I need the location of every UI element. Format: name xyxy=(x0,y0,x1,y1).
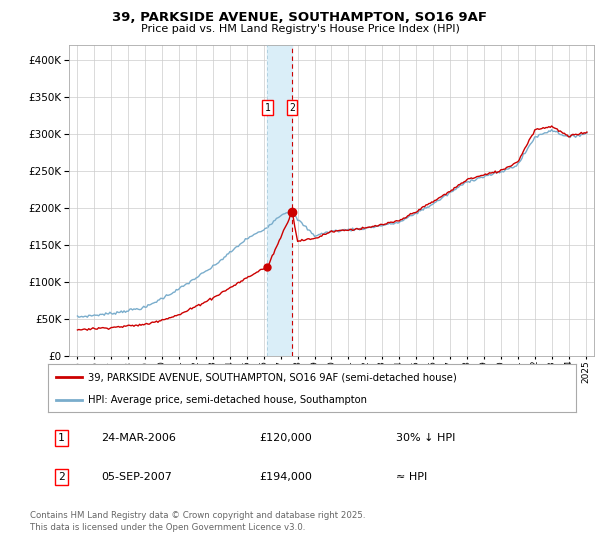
Text: 2: 2 xyxy=(58,472,65,482)
Text: 39, PARKSIDE AVENUE, SOUTHAMPTON, SO16 9AF (semi-detached house): 39, PARKSIDE AVENUE, SOUTHAMPTON, SO16 9… xyxy=(88,372,457,382)
Text: 24-MAR-2006: 24-MAR-2006 xyxy=(101,433,176,443)
Text: 39, PARKSIDE AVENUE, SOUTHAMPTON, SO16 9AF: 39, PARKSIDE AVENUE, SOUTHAMPTON, SO16 9… xyxy=(113,11,487,24)
Bar xyxy=(268,45,292,356)
Text: Contains HM Land Registry data © Crown copyright and database right 2025.
This d: Contains HM Land Registry data © Crown c… xyxy=(30,511,365,531)
Text: £194,000: £194,000 xyxy=(259,472,312,482)
Text: 2: 2 xyxy=(289,102,295,113)
Text: 05-SEP-2007: 05-SEP-2007 xyxy=(101,472,172,482)
Text: HPI: Average price, semi-detached house, Southampton: HPI: Average price, semi-detached house,… xyxy=(88,395,367,405)
Text: ≈ HPI: ≈ HPI xyxy=(397,472,428,482)
Text: 30% ↓ HPI: 30% ↓ HPI xyxy=(397,433,456,443)
Text: Price paid vs. HM Land Registry's House Price Index (HPI): Price paid vs. HM Land Registry's House … xyxy=(140,24,460,34)
Text: 1: 1 xyxy=(265,102,271,113)
Text: £120,000: £120,000 xyxy=(259,433,312,443)
Text: 1: 1 xyxy=(58,433,65,443)
